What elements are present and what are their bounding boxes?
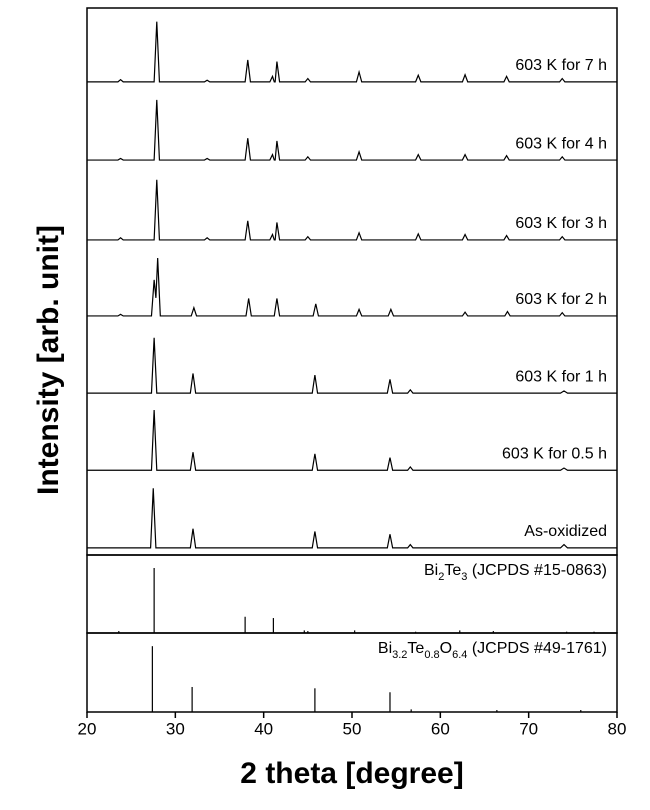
label-text: Bi bbox=[424, 562, 438, 579]
xrd-pattern bbox=[87, 337, 617, 394]
series-label: 603 K for 2 h bbox=[515, 291, 607, 308]
series-label: 603 K for 7 h bbox=[515, 57, 607, 74]
label-subscript: 2 bbox=[438, 571, 444, 583]
label-text: (JCPDS #49-1761) bbox=[467, 640, 607, 657]
x-axis-title: 2 theta [degree] bbox=[240, 757, 463, 790]
x-tick-label: 60 bbox=[431, 719, 450, 738]
label-subscript: 3.2 bbox=[392, 649, 407, 661]
series-label: As-oxidized bbox=[524, 523, 607, 540]
x-tick-label: 70 bbox=[519, 719, 538, 738]
label-subscript: 3 bbox=[461, 571, 467, 583]
label-subscript: 0.8 bbox=[424, 649, 439, 661]
xrd-pattern bbox=[87, 257, 617, 317]
label-subscript: 6.4 bbox=[452, 649, 467, 661]
xrd-pattern bbox=[87, 21, 617, 83]
series-label: 603 K for 3 h bbox=[515, 215, 607, 232]
series-label: 603 K for 1 h bbox=[515, 368, 607, 385]
x-tick-label: 20 bbox=[78, 719, 97, 738]
series-label: 603 K for 4 h bbox=[515, 135, 607, 152]
x-tick-label: 80 bbox=[608, 719, 627, 738]
panel-frame bbox=[86, 7, 618, 556]
label-text: Te bbox=[407, 640, 424, 657]
x-tick-label: 40 bbox=[254, 719, 273, 738]
x-tick-label: 30 bbox=[166, 719, 185, 738]
label-text: (JCPDS #15-0863) bbox=[467, 562, 607, 579]
reference-label: Bi3.2Te0.8O6.4 (JCPDS #49-1761) bbox=[378, 640, 607, 661]
xrd-pattern bbox=[87, 488, 617, 549]
x-tick-label: 50 bbox=[343, 719, 362, 738]
reference-label: Bi2Te3 (JCPDS #15-0863) bbox=[424, 562, 607, 583]
label-text: Te bbox=[444, 562, 461, 579]
xrd-pattern bbox=[87, 410, 617, 471]
xrd-pattern bbox=[87, 179, 617, 241]
label-text: Bi bbox=[378, 640, 392, 657]
xrd-pattern bbox=[87, 99, 617, 161]
label-text: O bbox=[440, 640, 452, 657]
y-axis-title: Intensity [arb. unit] bbox=[32, 225, 65, 495]
series-label: 603 K for 0.5 h bbox=[502, 445, 607, 462]
